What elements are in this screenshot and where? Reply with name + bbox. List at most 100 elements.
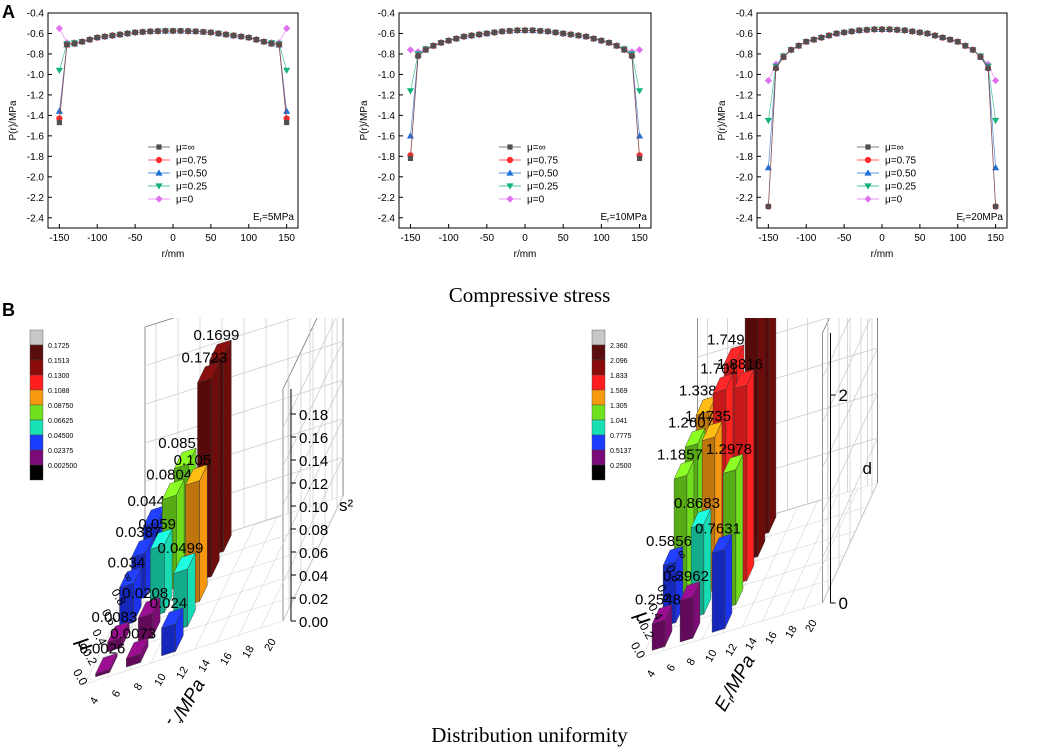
data-point [621, 47, 627, 53]
data-point [849, 28, 855, 35]
er-tick-label: 16 [763, 630, 780, 647]
x-tick-label: 100 [949, 233, 966, 244]
er-tick-label: 6 [110, 688, 123, 699]
data-point [147, 28, 153, 35]
colorbar-swatch [29, 374, 44, 391]
bar-value-label: 0.5856 [646, 533, 692, 550]
legend-label: μ=0.50 [885, 169, 917, 180]
legend-marker [155, 195, 163, 203]
colorbar-swatch [591, 359, 606, 376]
bar-top [662, 545, 684, 566]
bar-top [131, 536, 154, 558]
data-point [764, 117, 772, 125]
series-line [768, 29, 996, 168]
data-point [491, 29, 498, 36]
legend-marker [864, 156, 872, 164]
data-point [283, 107, 291, 114]
data-point [253, 37, 259, 43]
colorbar-label: 0.06625 [48, 418, 73, 425]
bar-value-label: 1.4735 [685, 408, 731, 425]
er-tick-label: 18 [783, 624, 800, 641]
er-tick-label: 20 [803, 618, 820, 635]
mu-tick-label: 0.0 [70, 666, 91, 688]
data-point [468, 32, 475, 39]
z-tick-label: 0.00 [299, 614, 328, 631]
bar-value-label: 0.024 [150, 595, 188, 612]
bar-top [690, 508, 712, 529]
plot-frame [47, 12, 299, 229]
data-point [841, 29, 847, 36]
series-line [59, 30, 287, 119]
data-point [102, 33, 108, 40]
legend-marker [865, 144, 871, 150]
y-tick-label: -0.8 [27, 49, 45, 60]
data-point [514, 27, 520, 34]
y-tick-label: -2.0 [378, 172, 396, 183]
bar-value-label: 0.1723 [181, 349, 227, 366]
z-tick-label: 0.16 [299, 430, 328, 447]
legend-marker [506, 183, 514, 190]
legend-label: μ=∞ [527, 143, 546, 154]
bar-front [679, 596, 694, 643]
bar-top [95, 653, 118, 675]
data-point [79, 39, 85, 45]
data-point [200, 29, 206, 35]
data-point [268, 41, 275, 47]
er-annotation: Er=20MPa [956, 212, 1003, 224]
legend-marker [506, 195, 514, 203]
series-line [59, 30, 287, 71]
y-axis-label: P(r)/MPa [359, 100, 370, 140]
z-tick-label: 0 [839, 594, 848, 613]
data-point [430, 43, 436, 49]
data-point [231, 32, 237, 39]
data-point [499, 28, 505, 35]
y-tick-label: -2.4 [27, 213, 45, 224]
legend-label: μ=0.50 [527, 169, 559, 180]
y-tick-label: -0.6 [736, 29, 754, 40]
bar-top [209, 339, 232, 361]
bar-value-label: 1.2607 [668, 415, 714, 432]
data-point [223, 31, 229, 38]
data-point [552, 29, 559, 36]
z-axis-label: s² [339, 496, 354, 515]
z-tick-label: 0.10 [299, 499, 328, 516]
x-tick-label: 50 [205, 233, 217, 244]
bar-top [137, 597, 161, 619]
bar-side [211, 362, 220, 577]
mu-tick-label: 0.0 [628, 639, 649, 661]
panel-b-letter: B [2, 300, 15, 320]
series-line [410, 30, 640, 136]
y-tick-label: -0.4 [736, 9, 754, 20]
colorbar-swatch [591, 419, 606, 436]
er-annotation: Er=10MPa [600, 212, 647, 224]
data-point [764, 76, 772, 85]
data-point [583, 33, 589, 40]
bar-value-label: 0.7631 [695, 520, 741, 537]
bar-side [724, 533, 733, 629]
colorbar-label: 1.041 [610, 418, 628, 425]
data-point [818, 34, 824, 41]
data-point [522, 27, 528, 34]
bar-top [197, 361, 220, 384]
er-tick-label: 16 [218, 651, 235, 668]
data-point [537, 28, 543, 34]
bar-value-label: 0.0804 [146, 466, 192, 483]
line-chart-er-5: -0.4 -0.6 -0.8 -1.0 -1.2 -1.4 -1.6 -1.8 -2.0 -2.2… [8, 9, 299, 260]
bar-value-label: 0.2548 [635, 591, 681, 608]
bar-top [119, 566, 142, 589]
er-tick-label: 8 [685, 656, 698, 667]
data-point [117, 31, 123, 38]
data-point [606, 40, 612, 46]
x-tick-label: -150 [49, 233, 69, 244]
series-line [768, 29, 996, 121]
colorbar-swatch [29, 404, 44, 421]
data-point [962, 43, 968, 49]
y-tick-label: -1.0 [27, 70, 45, 81]
data-point [635, 88, 644, 95]
x-tick-label: 100 [593, 233, 610, 244]
y-axis-label: P(r)/MPa [717, 100, 728, 140]
data-point [909, 28, 915, 35]
y-tick-label: -0.4 [27, 9, 45, 20]
colorbar-swatch [591, 374, 606, 391]
legend-marker [864, 169, 872, 176]
